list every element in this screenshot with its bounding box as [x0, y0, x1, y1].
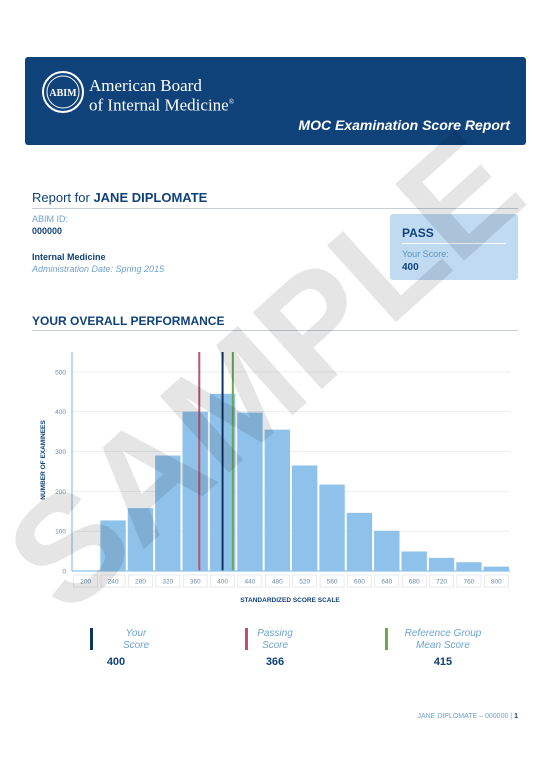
x-axis-label: STANDARDIZED SCORE SCALE	[240, 597, 340, 604]
seal-text: ABIM	[49, 88, 77, 99]
x-tick-box	[265, 574, 290, 588]
x-tick-box	[429, 574, 454, 588]
report-title: MOC Examination Score Report	[298, 117, 510, 133]
your-score-value: 400	[402, 262, 419, 273]
y-axis-label: NUMBER OF EXAMINEES	[40, 420, 47, 500]
x-tick-label: 480	[272, 579, 283, 586]
legend-passing-score-label: Passing Score	[229, 628, 321, 652]
x-tick-box	[319, 574, 345, 588]
legend-your-score-label: Your Score	[90, 628, 182, 652]
histogram-bar	[483, 566, 509, 571]
histogram-bar	[374, 530, 400, 571]
specialty: Internal Medicine	[32, 252, 106, 262]
section-divider	[32, 330, 518, 331]
x-tick-box	[210, 574, 235, 588]
x-tick-box	[484, 574, 509, 588]
y-tick-label: 0	[62, 569, 66, 576]
legend-reference-mean-label: Reference Group Mean Score	[391, 628, 495, 652]
legend-pass-line2: Score	[261, 640, 289, 651]
histogram-bar	[346, 512, 373, 571]
legend-reference-mean-swatch	[385, 628, 388, 650]
histogram-bar	[182, 411, 208, 571]
legend-ref-line2: Mean Score	[416, 640, 470, 651]
x-tick-box	[155, 574, 181, 588]
histogram-bar	[401, 551, 427, 571]
divider	[32, 208, 518, 209]
org-name: American Board of Internal Medicine®	[89, 77, 234, 114]
legend-your-score-value: 400	[106, 656, 126, 668]
x-tick-label: 200	[80, 579, 91, 586]
abim-id-value: 000000	[32, 226, 63, 236]
x-tick-label: 640	[381, 579, 392, 586]
x-tick-label: 800	[491, 579, 502, 586]
legend-pass-line1: Passing	[257, 628, 293, 639]
x-tick-label: 760	[464, 579, 475, 586]
abim-seal-icon: ABIM	[42, 71, 84, 113]
histogram-bar	[155, 455, 181, 571]
report-for-heading: Report for JANE DIPLOMATE	[32, 190, 207, 205]
legend-your-score-swatch	[90, 628, 93, 650]
histogram-bar	[127, 508, 154, 571]
x-tick-box	[182, 574, 208, 588]
x-tick-label: 360	[190, 579, 201, 586]
x-tick-label: 680	[409, 579, 420, 586]
histogram-bar	[456, 562, 482, 571]
legend-reference-mean-value: 415	[433, 656, 453, 668]
result-box: PASS Your Score: 400	[390, 214, 518, 280]
legend-ref-line1: Reference Group	[404, 628, 482, 639]
x-tick-label: 240	[108, 579, 119, 586]
y-tick-label: 500	[55, 369, 66, 376]
x-tick-box	[128, 574, 153, 588]
x-tick-label: 520	[299, 579, 310, 586]
legend-passing-score-swatch	[245, 628, 248, 650]
histogram-bar	[264, 429, 290, 571]
y-tick-label: 200	[55, 489, 66, 496]
header-banner: ABIM American Board of Internal Medicine…	[25, 57, 526, 145]
histogram-bar	[319, 484, 345, 571]
footer-text: JANE DIPLOMATE – 000000 |	[417, 713, 513, 720]
org-name-line2: of Internal Medicine	[89, 95, 229, 115]
x-tick-label: 600	[354, 579, 365, 586]
report-for-label: Report for	[32, 190, 90, 205]
x-tick-box	[292, 574, 317, 588]
candidate-name: JANE DIPLOMATE	[93, 190, 208, 205]
x-tick-label: 440	[245, 579, 256, 586]
section-title: YOUR OVERALL PERFORMANCE	[32, 314, 225, 328]
x-tick-box	[374, 574, 400, 588]
x-tick-box	[401, 574, 427, 588]
histogram-bar	[428, 557, 455, 571]
result-divider	[402, 243, 506, 244]
your-score-label: Your Score:	[402, 249, 449, 259]
page-footer: JANE DIPLOMATE – 000000 | 1	[417, 713, 518, 720]
page-number: 1	[514, 713, 518, 720]
x-tick-box	[456, 574, 482, 588]
x-tick-box	[73, 574, 98, 588]
y-tick-label: 300	[55, 449, 66, 456]
x-tick-box	[237, 574, 263, 588]
administration-date: Administration Date: Spring 2015	[32, 264, 165, 274]
x-tick-box	[347, 574, 372, 588]
result-status: PASS	[402, 226, 434, 240]
x-tick-label: 560	[327, 579, 338, 586]
x-tick-label: 320	[162, 579, 173, 586]
x-tick-label: 400	[217, 579, 228, 586]
x-tick-label: 280	[135, 579, 146, 586]
legend-your-line2: Score	[122, 640, 150, 651]
org-name-line1: American Board	[89, 76, 202, 95]
y-tick-label: 100	[55, 529, 66, 536]
registered-mark: ®	[228, 98, 235, 106]
histogram-bar	[292, 465, 318, 571]
histogram-bar	[237, 412, 263, 571]
y-tick-label: 400	[55, 409, 66, 416]
legend-your-line1: Your	[125, 628, 147, 639]
histogram-bar	[100, 520, 126, 571]
abim-id-label: ABIM ID:	[32, 214, 69, 224]
legend-passing-score-value: 366	[265, 656, 285, 668]
x-tick-box	[100, 574, 126, 588]
x-tick-label: 720	[436, 579, 447, 586]
